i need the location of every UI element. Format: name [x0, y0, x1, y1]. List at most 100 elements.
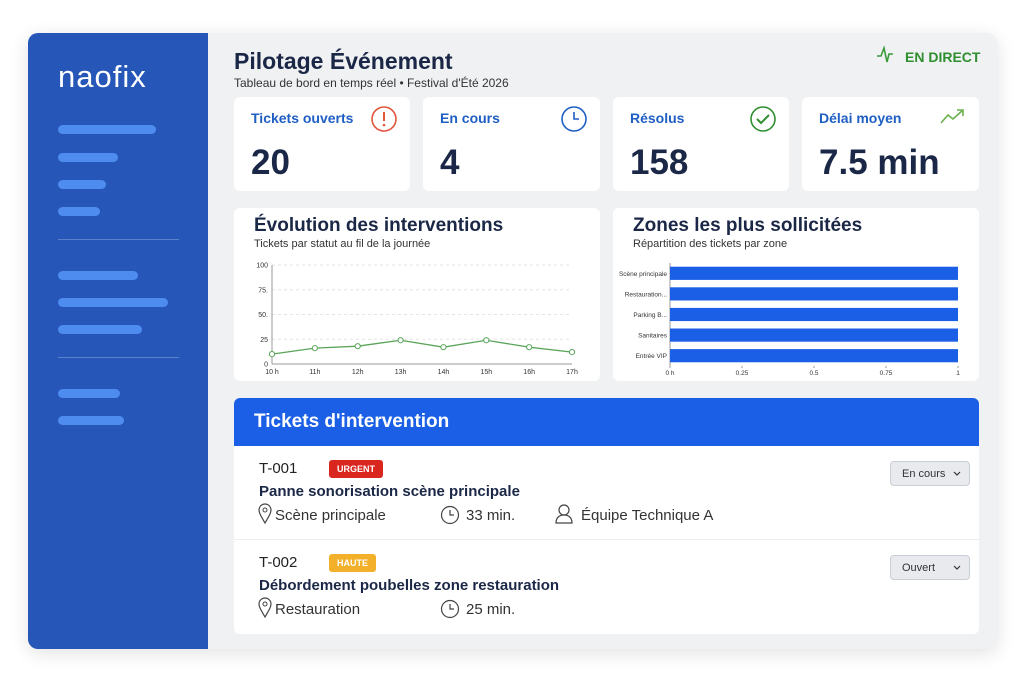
bar-chart: 0 h 0.25 0.5 0.75 1 Scène principale Restaurat…	[619, 263, 960, 377]
line-series	[271, 339, 573, 355]
ticket-row: T-002 HAUTE Débordement poubelles zone r…	[234, 540, 979, 634]
tickets-panel: Tickets d'intervention T-001 URGENT Pann…	[234, 398, 979, 634]
clock-icon	[561, 106, 587, 132]
pin-icon	[258, 597, 272, 619]
point	[268, 351, 276, 358]
x-tick-label: 11h	[309, 369, 320, 376]
y-tick-label: Restauration...	[625, 291, 667, 298]
point	[440, 344, 447, 351]
y-tick-label: Parking B...	[633, 312, 667, 319]
x-tick-label: 16h	[523, 369, 535, 376]
point	[526, 344, 533, 351]
x-tick-label: 0.5	[809, 370, 818, 377]
page-subtitle: Tableau de bord en temps réel • Festival…	[234, 76, 509, 90]
y-tick-label: Sanitaires	[638, 333, 668, 340]
status-select[interactable]: En cours	[890, 461, 970, 486]
x-tick-label: 0 h	[665, 370, 674, 377]
clock-icon	[440, 599, 460, 619]
kpi-card: Délai moyen 7.5 min	[802, 97, 979, 191]
ticket-title: Panne sonorisation scène principale	[259, 483, 520, 500]
kpi-label: Tickets ouverts	[251, 110, 354, 126]
ticket-team: Équipe Technique A	[581, 507, 714, 524]
ticket-title: Débordement poubelles zone restauration	[259, 577, 560, 594]
nav-item[interactable]	[58, 325, 142, 334]
app-frame: naofix Pilotage Événement Tableau de bor…	[28, 33, 997, 649]
user-icon	[555, 504, 573, 524]
point	[568, 349, 576, 356]
panel-title: Tickets d'intervention	[254, 411, 450, 432]
page-title: Pilotage Événement	[234, 48, 453, 74]
point	[483, 337, 490, 344]
x-tick-label: 1	[956, 370, 960, 377]
nav-item[interactable]	[58, 180, 106, 189]
y-tick-label: 100	[256, 263, 268, 270]
divider	[58, 239, 179, 240]
kpi-label: En cours	[440, 110, 500, 126]
y-tick-label: Entrée VIP	[636, 353, 667, 360]
nav-item[interactable]	[58, 153, 118, 162]
ticket-duration: 25 min.	[466, 601, 516, 618]
y-tick-label: Scène principale	[619, 271, 667, 278]
nav-item[interactable]	[58, 389, 120, 398]
y-tick-label: 75.	[258, 287, 268, 294]
point	[354, 343, 361, 350]
divider	[58, 357, 179, 358]
chevron	[953, 565, 961, 570]
kpi-label: Résolus	[630, 110, 685, 126]
clock-icon	[440, 505, 460, 525]
nav-item[interactable]	[58, 298, 168, 307]
kpi-value: 158	[630, 143, 689, 182]
nav-item[interactable]	[58, 271, 138, 280]
live-icon	[877, 45, 893, 63]
chart-title: Évolution des interventions	[254, 215, 504, 236]
y-tick-label: 50.	[258, 312, 268, 319]
chevron	[953, 471, 961, 476]
kpi-card: Tickets ouverts 20	[234, 97, 410, 191]
kpi-card: En cours 4	[423, 97, 600, 191]
x-tick-label: 12h	[352, 369, 364, 376]
bar	[670, 287, 958, 301]
ticket-duration: 33 min.	[466, 507, 516, 524]
kpi-card: Résolus 158	[613, 97, 789, 191]
point	[311, 345, 318, 352]
x-tick-label: 10 h	[265, 369, 279, 376]
bar	[670, 266, 958, 280]
x-tick-label: 0.75	[880, 370, 893, 377]
ticket-id: T-001	[259, 460, 298, 477]
pin-icon	[258, 503, 272, 525]
ticket-location: Scène principale	[275, 507, 386, 524]
x-tick-label: 0.25	[736, 370, 749, 377]
status-value: Ouvert	[902, 562, 936, 574]
priority-badge: HAUTE	[329, 554, 376, 572]
status-value: En cours	[902, 468, 946, 480]
chart-card: Zones les plus sollicitées Répartition d…	[613, 208, 979, 381]
check-icon	[750, 106, 776, 132]
ticket-id: T-002	[259, 554, 298, 571]
x-tick-label: 14h	[438, 369, 450, 376]
bar	[670, 349, 958, 363]
kpi-value: 7.5 min	[819, 143, 940, 182]
chart-subtitle: Tickets par statut au fil de la journée	[254, 238, 431, 250]
priority-badge: URGENT	[329, 460, 383, 478]
kpi-value: 20	[251, 143, 290, 182]
nav-item[interactable]	[58, 416, 124, 425]
status-select[interactable]: Ouvert	[890, 555, 970, 580]
x-tick-label: 17h	[566, 369, 578, 376]
ticket-location: Restauration	[275, 601, 361, 618]
chart-subtitle: Répartition des tickets par zone	[633, 238, 788, 250]
bar	[670, 307, 958, 322]
x-tick-label: 13h	[395, 369, 407, 376]
line-chart: 0 25 50. 75. 100 10 h 11h 12h 13h 14h 15h 16h 17h	[256, 263, 578, 377]
nav-item[interactable]	[58, 125, 156, 134]
y-tick-label: 25	[260, 337, 268, 344]
live-status: EN DIRECT	[905, 49, 981, 65]
bar	[670, 328, 958, 342]
nav-item[interactable]	[58, 207, 100, 216]
trend-icon	[940, 109, 964, 124]
logo: naofix	[58, 59, 147, 94]
chart-title: Zones les plus sollicitées	[633, 215, 863, 236]
chart-card: Évolution des interventions Tickets par …	[234, 208, 600, 381]
point	[397, 337, 404, 344]
panel-header: Tickets d'intervention	[234, 398, 979, 446]
